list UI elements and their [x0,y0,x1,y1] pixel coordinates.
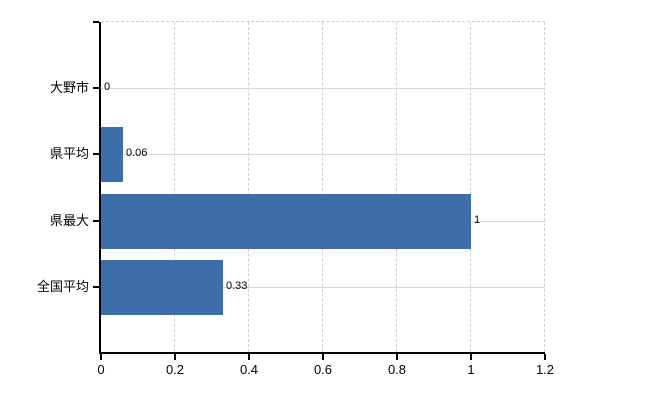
x-tick [174,354,176,360]
bar [101,194,471,249]
x-tick-label: 0.8 [387,362,407,377]
x-tick-label: 0.4 [239,362,259,377]
bar-value-label: 0.06 [126,147,148,159]
x-tick [248,354,250,360]
h-gridline [101,154,545,155]
x-tick-label: 1.2 [535,362,555,377]
v-gridline [174,22,175,352]
x-tick [470,354,472,360]
v-gridline [470,22,471,352]
y-axis-line [99,22,101,354]
bar-value-label: 0 [104,81,111,93]
x-tick-label: 1 [467,362,475,377]
h-gridline [101,287,545,288]
h-gridline [101,88,545,89]
x-tick [544,354,546,360]
plot-top-border [101,21,545,22]
y-tick [93,220,99,222]
bar [101,127,123,182]
bar-value-label: 1 [474,214,481,226]
x-axis-line [99,352,545,354]
v-gridline [248,22,249,352]
category-label: 県最大 [49,213,89,228]
v-gridline [396,22,397,352]
y-tick [93,153,99,155]
bar [101,260,223,315]
category-label: 県平均 [49,146,89,161]
v-gridline [544,22,545,352]
y-tick [93,87,99,89]
y-axis-top-tick [93,21,99,23]
x-tick-label: 0.2 [165,362,185,377]
x-tick [322,354,324,360]
v-gridline [322,22,323,352]
x-tick-label: 0 [97,362,105,377]
category-label: 大野市 [49,80,89,95]
y-tick [93,286,99,288]
category-label: 全国平均 [36,279,89,294]
x-tick-label: 0.6 [313,362,333,377]
x-tick [100,354,102,360]
bar-value-label: 0.33 [226,280,248,292]
x-tick [396,354,398,360]
